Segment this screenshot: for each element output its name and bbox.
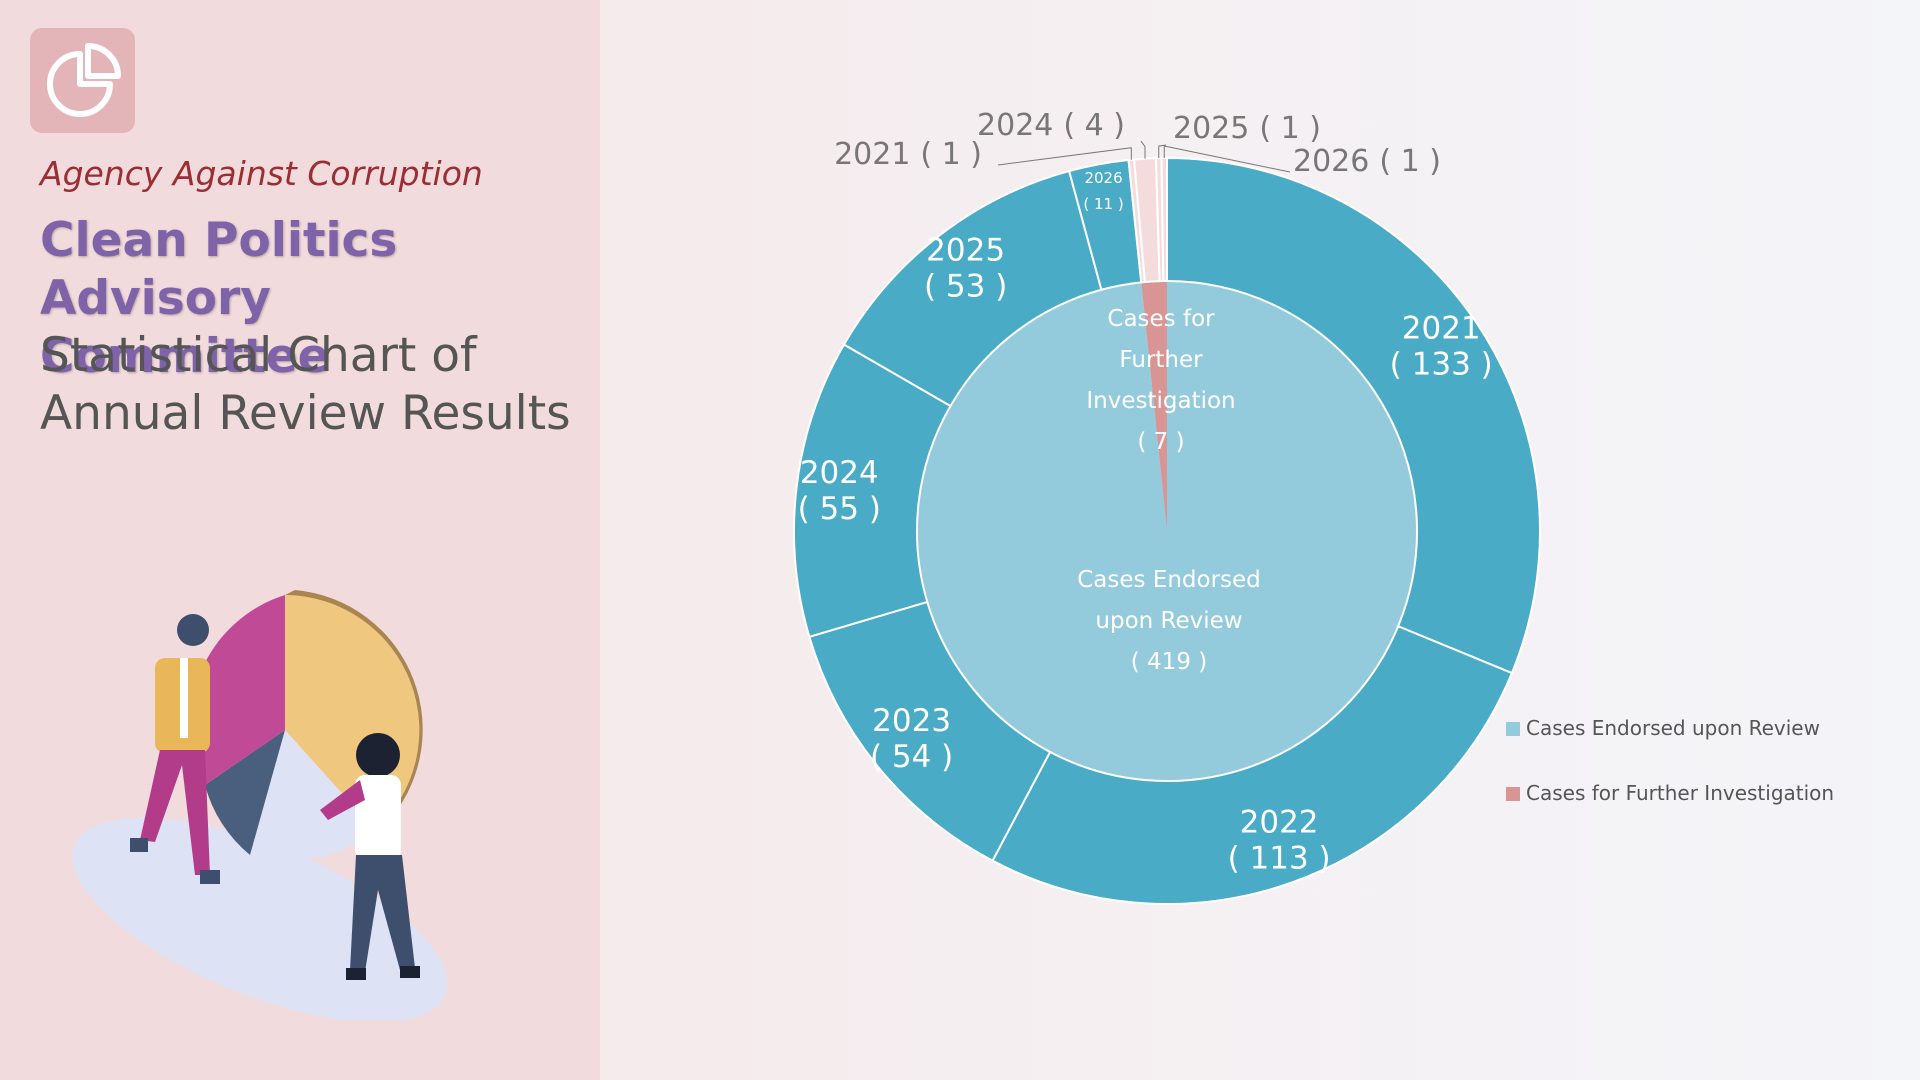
legend-item: Cases for Further Investigation: [1506, 781, 1834, 805]
leader-line: [1140, 140, 1146, 159]
segment-value: ( 4 ): [1063, 108, 1125, 143]
segment-category: 2026: [1084, 168, 1122, 186]
segment-label: 2022( 113 ): [1228, 804, 1331, 876]
page-subtitle: Statistical Chart of Annual Review Resul…: [40, 328, 571, 441]
outer-segment: [991, 624, 1514, 905]
segment-category: 2026: [1293, 144, 1369, 179]
segment-label: 2021 ( 1 ): [834, 137, 982, 172]
inner-slice: [1141, 281, 1167, 531]
legend-swatch: [1506, 722, 1520, 736]
segment-category: 2021: [1402, 310, 1481, 346]
center-label: Cases for Further Investigation ( 7 ): [1081, 299, 1241, 463]
segment-category: 2023: [872, 702, 951, 738]
outer-segment: [1166, 156, 1541, 675]
segment-label: 2023( 54 ): [870, 702, 953, 774]
inner-slice: [917, 281, 1417, 781]
segment-label: 2021( 133 ): [1390, 310, 1493, 382]
leader-line: [997, 147, 1132, 166]
segment-value: ( 11 ): [1083, 194, 1123, 212]
center-label: Cases Endorsed upon Review ( 419 ): [1074, 560, 1264, 683]
segment-value: ( 53 ): [924, 268, 1007, 304]
segment-category: 2025: [1173, 111, 1249, 146]
segment-value: ( 133 ): [1390, 346, 1493, 382]
legend-label: Cases Endorsed upon Review: [1526, 716, 1820, 740]
segment-value: ( 55 ): [798, 491, 881, 527]
segment-label: 2024 ( 4 ): [977, 108, 1125, 143]
segment-category: 2021: [834, 137, 910, 172]
legend-swatch: [1506, 787, 1520, 801]
agency-name: Agency Against Corruption: [40, 154, 483, 193]
series-name: Cases Endorsed upon Review: [1077, 567, 1261, 634]
legend-item: Cases Endorsed upon Review: [1506, 716, 1820, 740]
icon-graphic: [47, 43, 121, 117]
chart-icon: [30, 28, 135, 133]
series-value: ( 419 ): [1130, 649, 1208, 675]
segment-value: ( 1 ): [920, 137, 982, 172]
illustration: [72, 590, 448, 1020]
segment-label: 2025( 53 ): [924, 232, 1007, 304]
segment-label: 2024( 55 ): [798, 455, 881, 527]
legend-label: Cases for Further Investigation: [1526, 781, 1835, 805]
segment-category: 2024: [800, 455, 879, 491]
leader-line: [1163, 145, 1291, 173]
segment-label: 2025 ( 1 ): [1173, 111, 1321, 146]
segment-category: 2025: [926, 232, 1005, 268]
segment-value: ( 1 ): [1259, 111, 1321, 146]
segment-label: 2026 ( 1 ): [1293, 144, 1441, 179]
series-value: ( 7 ): [1137, 429, 1185, 455]
segment-value: ( 54 ): [870, 738, 953, 774]
outer-segment: [1160, 156, 1168, 283]
side-panel: Agency Against Corruption Clean Politics…: [0, 0, 600, 1080]
segment-category: 2022: [1240, 804, 1319, 840]
segment-label: 2026 ( 11 ): [1083, 168, 1123, 212]
leader-line: [1158, 144, 1167, 159]
page-title: Clean Politics Advisory Committee: [40, 213, 398, 384]
segment-category: 2024: [977, 108, 1053, 143]
segment-value: ( 1 ): [1379, 144, 1441, 179]
series-name: Cases for Further Investigation: [1086, 306, 1236, 414]
segment-value: ( 113 ): [1228, 840, 1331, 876]
